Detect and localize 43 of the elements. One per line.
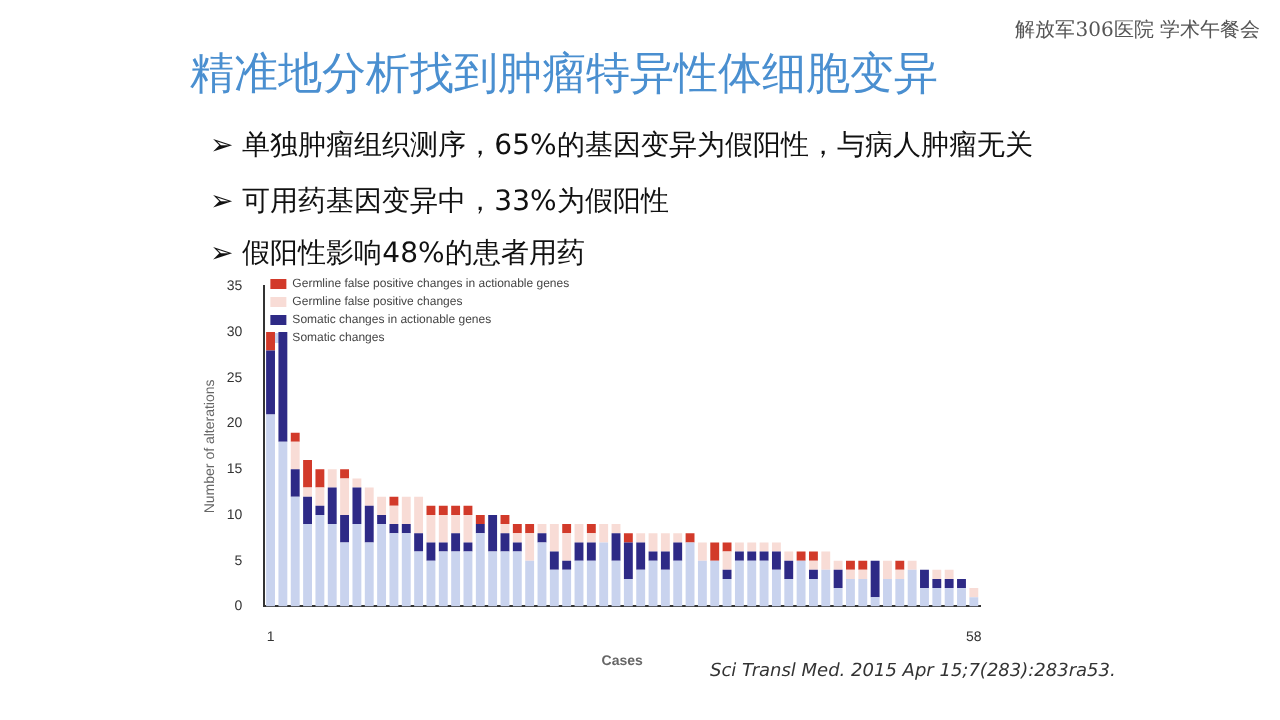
text: ➢ 假阳性影响48%的患者用药 [210,236,585,272]
bar [722,569,732,579]
bar [290,432,300,442]
bar [870,560,880,598]
bar [722,551,732,570]
bar [648,533,658,552]
bar [697,542,707,561]
bar [562,524,572,534]
bar [895,560,905,570]
bar [907,560,917,570]
bar [932,569,942,579]
chart-title: 精准地分析找到肿瘤特异性体细胞变异 [190,48,938,104]
bar [969,588,979,598]
bar [389,524,399,534]
bar [389,496,399,506]
text: ➢ 可用药基因变异中，33%为假阳性 [210,184,669,220]
text: 解放军306医院 学术午餐会 [1015,17,1260,44]
bar [586,524,596,534]
bar [833,560,843,570]
bar [710,542,720,561]
bar [784,551,794,561]
bar [586,542,596,561]
bar [685,542,695,607]
bar [475,514,485,525]
bar [636,533,646,543]
bar [808,569,818,579]
text: ➢ 单独肿瘤组织测序，65%的基因变异为假阳性，与病人肿瘤无关 [210,128,1033,164]
bar [500,533,510,552]
bar [537,542,547,607]
bar [290,441,300,470]
bar [290,469,300,497]
bar [512,542,522,552]
bar [944,569,954,579]
bar [611,533,621,561]
text: Sci Transl Med. 2015 Apr 15;7(283):283ra53. [710,662,1116,682]
bar [340,469,350,479]
bar [722,542,732,552]
bar [401,524,411,534]
bar [574,542,584,561]
bar [463,542,473,552]
bar [426,505,436,515]
bar [623,533,633,543]
bar [833,569,843,589]
